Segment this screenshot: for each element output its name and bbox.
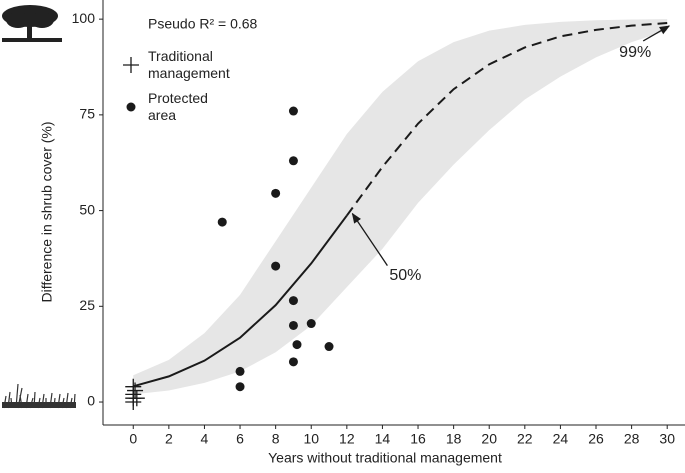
x-tick-label: 30	[659, 431, 675, 447]
legend-dot	[126, 102, 136, 112]
y-tick-label: 25	[79, 297, 95, 313]
dot-point	[271, 188, 281, 198]
x-tick-label: 24	[553, 431, 569, 447]
dot-point	[235, 382, 245, 392]
annotation-arrow	[642, 25, 671, 42]
annotation-label: 50%	[389, 267, 421, 284]
x-tick-label: 22	[517, 431, 533, 447]
plus-point	[128, 390, 145, 407]
x-tick-label: 16	[410, 431, 426, 447]
x-tick-label: 20	[481, 431, 497, 447]
y-tick-label: 75	[79, 106, 95, 122]
dot-point	[292, 340, 302, 350]
y-tick-label: 100	[72, 10, 96, 26]
dot-point	[288, 296, 298, 306]
plus-point	[127, 382, 144, 399]
annotation-arrow	[351, 212, 388, 266]
plus-point	[125, 378, 142, 395]
x-tick-label: 18	[446, 431, 462, 447]
dot-point	[288, 106, 298, 116]
x-tick-label: 28	[624, 431, 640, 447]
dot-point	[306, 319, 316, 329]
dot-point	[217, 217, 227, 227]
x-tick-label: 0	[129, 431, 137, 447]
dot-point	[324, 342, 334, 352]
x-tick-label: 14	[375, 431, 391, 447]
dot-point	[288, 320, 298, 330]
y-tick-label: 50	[79, 201, 95, 217]
x-tick-label: 10	[303, 431, 319, 447]
dot-point	[235, 366, 245, 376]
fit-line-dashed	[346, 21, 668, 217]
y-tick-label: 0	[87, 393, 95, 409]
dot-point	[271, 261, 281, 271]
fit-line	[132, 214, 348, 388]
x-tick-label: 12	[339, 431, 355, 447]
legend-plus	[123, 57, 139, 73]
legend-label: Traditional management	[148, 48, 230, 81]
grass-icon	[2, 383, 76, 409]
x-tick-label: 6	[236, 431, 244, 447]
x-tick-label: 8	[272, 431, 280, 447]
x-tick-label: 26	[588, 431, 604, 447]
y-axis-label: Difference in shrub cover (%)	[39, 121, 55, 302]
x-tick-label: 4	[201, 431, 209, 447]
dot-point	[288, 357, 298, 367]
x-tick-label: 2	[165, 431, 173, 447]
x-axis-label: Years without traditional management	[268, 450, 502, 466]
tree-icon	[2, 5, 62, 42]
annotation-label: 99%	[619, 44, 651, 61]
legend-label: Protected area	[148, 90, 208, 123]
confidence-band	[133, 19, 668, 395]
fit-label: Pseudo R² = 0.68	[148, 16, 258, 32]
dot-point	[288, 156, 298, 166]
